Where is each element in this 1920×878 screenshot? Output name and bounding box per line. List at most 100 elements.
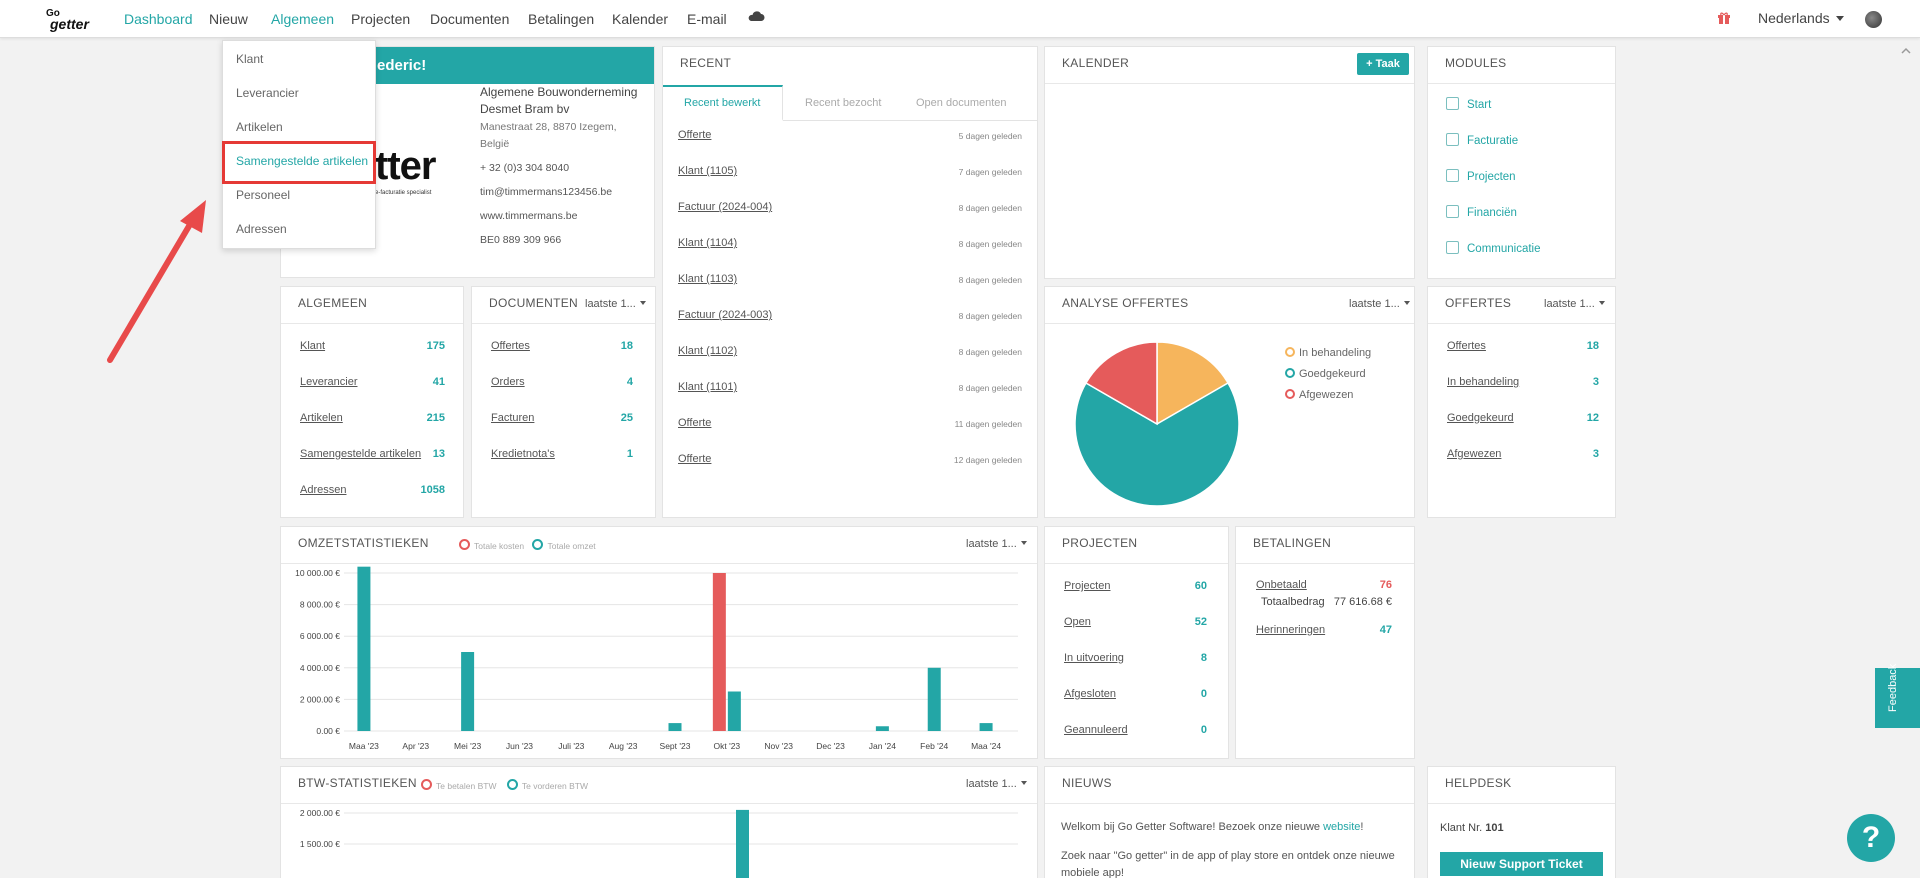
help-button[interactable]: ? xyxy=(1847,814,1895,862)
documenten-card: DOCUMENTEN laatste 1... Offertes 18 Orders… xyxy=(471,286,656,518)
recent-item-link[interactable]: Offerte xyxy=(678,453,712,465)
nav-dashboard[interactable]: Dashboard xyxy=(124,11,193,27)
company-logo-subtext: e-facturatie specialist xyxy=(375,190,432,196)
dropdown-item-artikelen[interactable]: Artikelen xyxy=(236,120,283,134)
row-count-offertes: 3 xyxy=(1592,448,1599,460)
dropdown-item-samengestelde-artikelen[interactable]: Samengestelde artikelen xyxy=(236,154,369,168)
logo-getter: getter xyxy=(50,16,89,32)
nav-documenten[interactable]: Documenten xyxy=(430,11,510,27)
dropdown-item-personeel[interactable]: Personeel xyxy=(236,188,291,202)
company-email[interactable]: tim@timmermans123456.be xyxy=(480,186,613,198)
module-start[interactable]: Start xyxy=(1446,97,1491,111)
recent-item-link[interactable]: Factuur (2024-003) xyxy=(678,309,773,321)
module-facturatie[interactable]: Facturatie xyxy=(1446,133,1518,147)
row-label-documenten[interactable]: Offertes xyxy=(491,340,530,352)
row-label-offertes[interactable]: In behandeling xyxy=(1447,376,1520,388)
module-projecten-label: Projecten xyxy=(1467,171,1516,183)
page-scrollbar[interactable] xyxy=(1905,40,1915,878)
row-label-documenten[interactable]: Orders xyxy=(491,376,525,388)
documenten-divider xyxy=(472,323,655,324)
add-task-button[interactable]: + Taak xyxy=(1357,53,1409,75)
x-tick-label: Mei '23 xyxy=(454,741,481,751)
language-select[interactable]: Nederlands xyxy=(1758,10,1844,26)
dropdown-item-klant[interactable]: Klant xyxy=(236,52,264,66)
module-communicatie[interactable]: Communicatie xyxy=(1446,241,1541,255)
new-support-ticket-button[interactable]: Nieuw Support Ticket xyxy=(1440,852,1603,876)
recent-item-link[interactable]: Offerte xyxy=(678,417,712,429)
algemeen-dropdown-menu: Klant Leverancier Artikelen Samengesteld… xyxy=(222,40,376,249)
nav-algemeen[interactable]: Algemeen xyxy=(271,11,335,27)
nav-kalender[interactable]: Kalender xyxy=(612,11,669,27)
betalingen-total-value: 77 616.68 € xyxy=(1333,596,1392,608)
x-tick-label: Aug '23 xyxy=(609,741,638,751)
nav-email[interactable]: E-mail xyxy=(687,11,727,27)
nieuws-website-link[interactable]: website xyxy=(1323,821,1361,833)
row-label-documenten[interactable]: Kredietnota's xyxy=(491,448,555,460)
betalingen-onbetaald-link[interactable]: Onbetaald xyxy=(1256,579,1307,591)
row-label-algemeen[interactable]: Leverancier xyxy=(300,376,358,388)
user-avatar[interactable] xyxy=(1865,11,1882,28)
offertes-period-select[interactable]: laatste 1... xyxy=(1544,298,1605,310)
x-tick-label: Jun '23 xyxy=(506,741,533,751)
nav-projecten[interactable]: Projecten xyxy=(351,11,411,27)
tab-recent-bewerkt[interactable]: Recent bewerkt xyxy=(663,85,783,121)
betalingen-title: BETALINGEN xyxy=(1253,536,1332,550)
recent-item-link[interactable]: Factuur (2024-004) xyxy=(678,201,773,213)
recent-item-link[interactable]: Offerte xyxy=(678,129,712,141)
recent-item-link[interactable]: Klant (1102) xyxy=(678,345,738,357)
row-label-projecten[interactable]: Afgesloten xyxy=(1064,688,1116,700)
company-website[interactable]: www.timmermans.be xyxy=(480,210,578,222)
top-navbar: Go getter Dashboard Nieuw Algemeen Proje… xyxy=(0,0,1920,38)
row-count-offertes: 18 xyxy=(1586,340,1599,352)
row-label-algemeen[interactable]: Samengestelde artikelen xyxy=(300,448,422,460)
module-projecten[interactable]: Projecten xyxy=(1446,169,1516,183)
nieuws-line1-end: ! xyxy=(1360,821,1364,833)
legend-te-betalen-dot xyxy=(421,779,432,790)
row-label-documenten[interactable]: Facturen xyxy=(491,412,535,424)
row-label-offertes[interactable]: Goedgekeurd xyxy=(1447,412,1514,424)
module-financien-label: Financiën xyxy=(1467,207,1517,219)
row-label-algemeen[interactable]: Klant xyxy=(300,340,326,352)
row-label-projecten[interactable]: In uitvoering xyxy=(1064,652,1124,664)
row-label-offertes[interactable]: Afgewezen xyxy=(1447,448,1502,460)
row-label-projecten[interactable]: Projecten xyxy=(1064,580,1111,592)
recent-item-link[interactable]: Klant (1103) xyxy=(678,273,738,285)
row-label-algemeen[interactable]: Artikelen xyxy=(300,412,343,424)
recent-item-link[interactable]: Klant (1105) xyxy=(678,165,738,177)
scroll-up-icon[interactable] xyxy=(1901,44,1911,58)
tab-recent-bezocht[interactable]: Recent bezocht xyxy=(805,97,882,109)
kalender-card: KALENDER + Taak xyxy=(1044,46,1415,279)
nav-betalingen[interactable]: Betalingen xyxy=(528,11,595,27)
row-count-documenten: 18 xyxy=(620,340,633,352)
recent-item-time: 7 dagen geleden xyxy=(958,167,1022,177)
bar-totale-omzet xyxy=(461,652,475,731)
dropdown-item-leverancier[interactable]: Leverancier xyxy=(236,86,299,100)
tab-open-documenten[interactable]: Open documenten xyxy=(916,97,1007,109)
row-label-projecten[interactable]: Open xyxy=(1064,616,1091,628)
module-financien[interactable]: Financiën xyxy=(1446,205,1517,219)
recent-item-time: 12 dagen geleden xyxy=(953,455,1022,465)
omzet-period-select[interactable]: laatste 1... xyxy=(966,538,1027,550)
feedback-tab[interactable]: Feedback xyxy=(1875,664,1920,728)
row-label-algemeen[interactable]: Adressen xyxy=(300,484,347,496)
gift-icon[interactable] xyxy=(1717,11,1731,25)
dropdown-item-adressen[interactable]: Adressen xyxy=(236,222,287,236)
documenten-period-select[interactable]: laatste 1... xyxy=(585,298,646,310)
language-label: Nederlands xyxy=(1758,10,1830,26)
betalingen-herinneringen-link[interactable]: Herinneringen xyxy=(1256,624,1326,636)
company-vat: BE0 889 309 966 xyxy=(480,234,562,246)
bar-totale-omzet xyxy=(927,667,941,731)
btw-period-select[interactable]: laatste 1... xyxy=(966,778,1027,790)
cloud-icon[interactable] xyxy=(747,10,765,22)
recent-item-link[interactable]: Klant (1104) xyxy=(678,237,738,249)
row-count-offertes: 12 xyxy=(1586,412,1599,424)
nav-nieuw[interactable]: Nieuw xyxy=(209,11,248,27)
modules-card: MODULES Start Facturatie Projecten Finan… xyxy=(1427,46,1616,279)
row-label-projecten[interactable]: Geannuleerd xyxy=(1064,724,1128,736)
go-getter-logo[interactable]: Go getter xyxy=(44,8,100,33)
analyse-period-select[interactable]: laatste 1... xyxy=(1349,298,1410,310)
helpdesk-title: HELPDESK xyxy=(1445,776,1512,790)
y-tick-label: 2 000.00 € xyxy=(300,694,340,704)
recent-item-link[interactable]: Klant (1101) xyxy=(678,381,738,393)
row-label-offertes[interactable]: Offertes xyxy=(1447,340,1486,352)
